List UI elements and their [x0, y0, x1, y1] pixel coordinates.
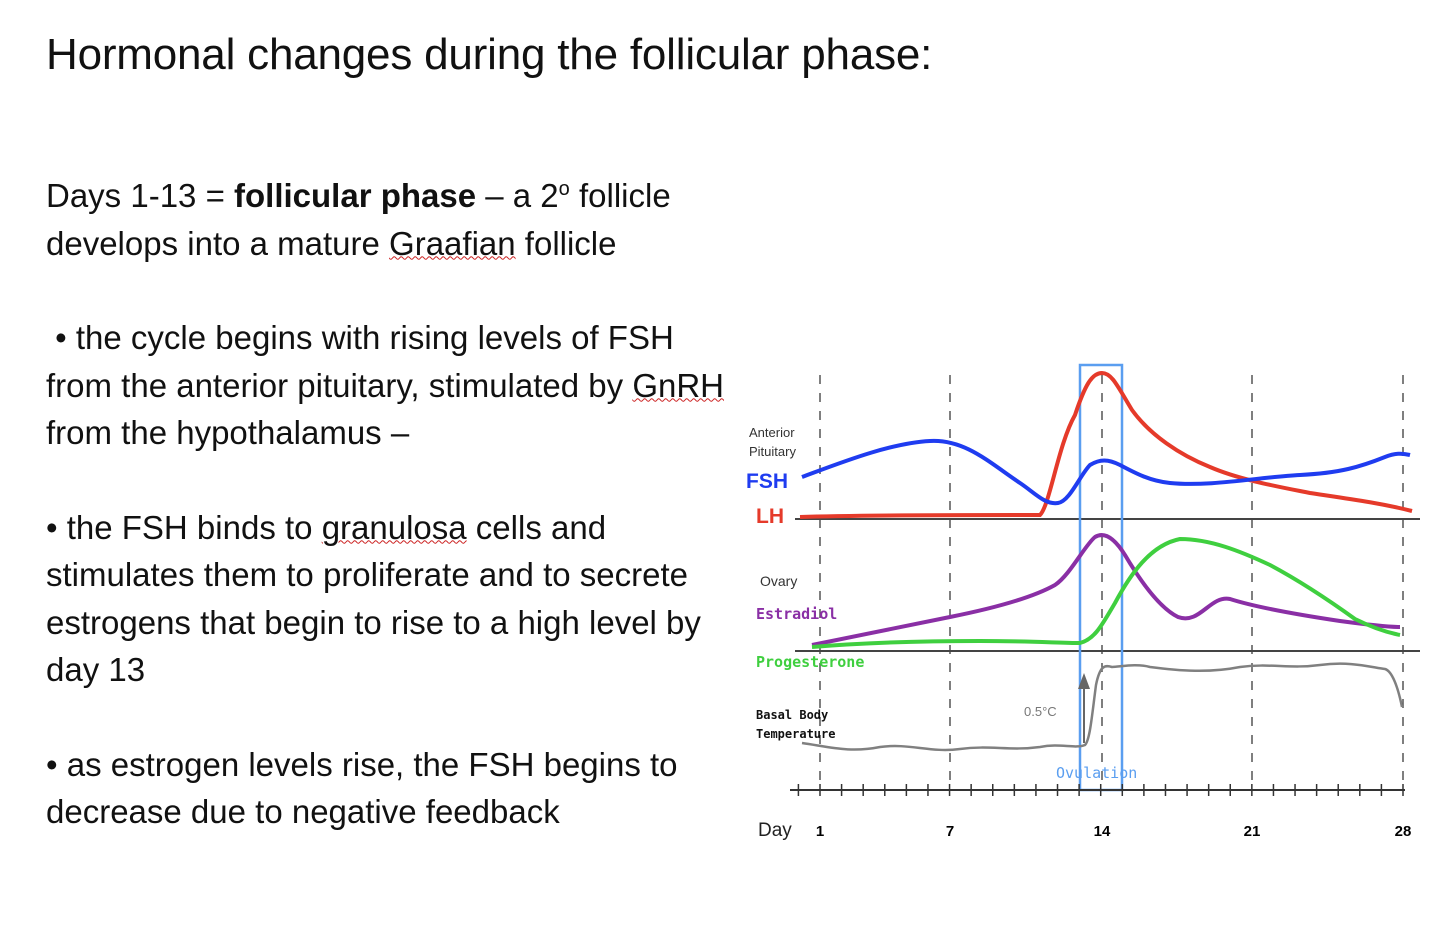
- day-guides: [819, 375, 1404, 787]
- slide-title: Hormonal changes during the follicular p…: [46, 30, 933, 79]
- lh-label: LH: [756, 505, 784, 528]
- basal-temp-label-1: Basal Body: [756, 708, 828, 722]
- intro-superscript: o: [558, 178, 570, 200]
- anterior-pituitary-label-1: Anterior: [749, 425, 795, 440]
- bullet-2-end: cells and stimulates them to proliferate…: [46, 508, 701, 689]
- fsh-curve: [801, 438, 1411, 506]
- ovulation-label: Ovulation: [1056, 764, 1137, 782]
- lh-curve: [799, 370, 1413, 519]
- day-axis-label: Day: [758, 820, 792, 841]
- day-tick-21: 21: [1244, 823, 1261, 840]
- gnrh-word: GnRH: [632, 366, 724, 404]
- estradiol-curve: [811, 533, 1401, 647]
- arrow-head-icon: [1078, 673, 1090, 689]
- granulosa-word: granulosa: [321, 508, 467, 546]
- estradiol-label: Estradiol: [756, 605, 837, 623]
- menstrual-cycle-diagram: Anterior Pituitary FSH LH Ovary Estradio…: [740, 355, 1430, 865]
- anterior-pituitary-label-2: Pituitary: [749, 444, 796, 459]
- bullet-2: • the FSH binds to granulosa cells and s…: [46, 504, 736, 694]
- fsh-label: FSH: [746, 470, 788, 493]
- intro-dash-text: – a 2: [476, 177, 559, 214]
- intro-bold-term: follicular phase: [234, 177, 477, 214]
- ovulation-window: [1078, 363, 1124, 792]
- day-tick-14: 14: [1094, 823, 1111, 840]
- ovary-label: Ovary: [760, 573, 797, 589]
- day-tick-28: 28: [1395, 823, 1412, 840]
- intro-paragraph: Days 1-13 = follicular phase – a 2o foll…: [46, 166, 736, 267]
- day-tick-7: 7: [946, 823, 954, 840]
- day-tick-1: 1: [816, 823, 824, 840]
- bullet-1-text: • the cycle begins with rising levels of…: [46, 319, 683, 404]
- bullet-2-text: • the FSH binds to: [46, 508, 322, 546]
- intro-line1-end: follicle: [569, 177, 671, 214]
- intro-prefix: Days 1-13 =: [46, 177, 235, 214]
- intro-line2-start: develops into a mature: [46, 224, 390, 262]
- graafian-word: Graafian: [389, 224, 516, 262]
- basal-temperature-curve: [801, 662, 1404, 752]
- progesterone-curve: [811, 536, 1401, 649]
- bullet-1: • the cycle begins with rising levels of…: [46, 314, 736, 457]
- bullet-1-end: from the hypothalamus –: [46, 414, 410, 451]
- basal-temp-label-2: Temperature: [756, 727, 835, 741]
- temperature-shift-label: 0.5°C: [1024, 704, 1057, 719]
- intro-line2-end: follicle: [515, 224, 617, 262]
- bullet-3: • as estrogen levels rise, the FSH begin…: [46, 745, 678, 831]
- body-text: Days 1-13 = follicular phase – a 2o foll…: [46, 166, 736, 836]
- progesterone-label: Progesterone: [756, 653, 864, 671]
- day-axis-minor-ticks: [797, 784, 1404, 796]
- day-tick-labels: 1 7 14 21 28: [816, 823, 1412, 840]
